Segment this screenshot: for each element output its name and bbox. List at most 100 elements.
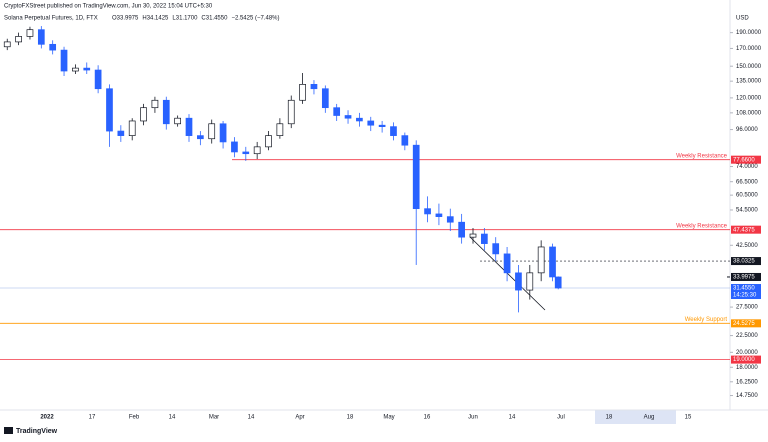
candle-body	[356, 117, 363, 122]
ohlc-stat: −2.5425 (−7.48%)	[231, 16, 279, 22]
level-tag	[731, 355, 761, 364]
x-tick-label: Jun	[468, 415, 478, 421]
level-label: 47.4375	[733, 227, 755, 233]
candle-body	[367, 120, 375, 126]
candle-body	[333, 107, 341, 116]
y-tick-label: 42.5000	[736, 243, 758, 249]
candle-body	[549, 246, 556, 278]
candle-body	[287, 99, 295, 125]
candle-body	[492, 243, 500, 255]
x-tick-label: 14	[509, 415, 516, 421]
candle-body	[231, 141, 238, 153]
candle-body	[151, 99, 159, 109]
y-tick-label: 170.0000	[736, 46, 762, 52]
ohlc-stat: L31.1700	[172, 16, 198, 22]
level-name: Weekly Resistance	[676, 223, 728, 229]
y-tick-label: 150.0000	[736, 64, 762, 70]
ohlc-stat: H34.1425	[142, 16, 169, 22]
x-tick-label: Jul	[557, 415, 565, 421]
trend-line	[469, 236, 546, 311]
marker-sublabel: 14:25:30	[733, 293, 757, 299]
candle-body	[265, 135, 272, 148]
brand: TradingView	[16, 428, 58, 435]
y-tick-label: 27.5000	[736, 305, 758, 311]
candle-body	[390, 126, 397, 136]
x-tick-label: 15	[685, 415, 692, 421]
candle-body	[242, 151, 250, 155]
candle-body	[458, 221, 465, 238]
y-tick-label: 60.5000	[736, 193, 758, 199]
marker-label: 31.4550	[733, 286, 755, 292]
level-name: Weekly Support	[685, 317, 728, 323]
y-tick-label: 108.0000	[736, 110, 762, 116]
marker-tag	[731, 272, 761, 281]
candle-body	[60, 49, 68, 72]
x-tick-label: 14	[169, 415, 176, 421]
candle-body	[208, 123, 216, 140]
y-tick-label: 190.0000	[736, 30, 762, 36]
y-tick-label: 54.5000	[736, 208, 758, 214]
candle-body	[83, 67, 91, 71]
candle-body	[276, 123, 284, 136]
candle-body	[174, 117, 181, 125]
x-tick-label: 17	[89, 415, 96, 421]
candle-body	[72, 67, 79, 72]
range-highlight	[595, 410, 676, 424]
candle-body	[537, 246, 545, 274]
candle-body	[37, 29, 45, 45]
x-tick-label: Mar	[209, 415, 219, 421]
candle-body	[310, 84, 318, 90]
candle-body	[106, 88, 113, 132]
brand-logo	[4, 427, 13, 434]
level-label: 24.5275	[733, 321, 755, 327]
candle-body	[162, 99, 170, 125]
candle-body	[219, 123, 227, 143]
x-tick-label: 2022	[40, 415, 54, 421]
level-tag	[731, 155, 761, 164]
marker-tag	[731, 284, 761, 300]
ohlc-stat: O33.9975	[112, 16, 139, 22]
candle-body	[446, 216, 454, 223]
candle-body	[344, 115, 352, 119]
y-tick-label: 16.2500	[736, 379, 758, 385]
y-tick-label: 14.7500	[736, 393, 758, 399]
y-tick-label: 66.5000	[736, 179, 758, 185]
candle-body	[469, 233, 477, 238]
candle-body	[378, 124, 386, 127]
candle-body	[128, 120, 136, 136]
chart-title: Solana Perpetual Futures, 1D, FTX	[4, 16, 98, 22]
publisher: CryptoFXStreet published on TradingView.…	[4, 4, 213, 10]
candle-body	[49, 43, 57, 51]
y-tick-label: 18.0000	[736, 365, 758, 371]
candle-body	[554, 276, 562, 289]
candle-body	[3, 41, 11, 48]
level-label: 19.0000	[733, 357, 755, 363]
candle-body	[481, 233, 488, 244]
candle-body	[117, 130, 125, 136]
candle-body	[503, 253, 511, 274]
candle-body	[321, 88, 329, 109]
level-tag	[731, 319, 761, 328]
marker-label: 33.9975	[733, 275, 755, 281]
x-tick-label: 18	[347, 415, 354, 421]
marker-tag	[731, 257, 761, 266]
candle-body	[26, 29, 34, 37]
candle-body	[15, 36, 22, 43]
level-name: Weekly Resistance	[676, 153, 728, 159]
candle-body	[185, 117, 193, 136]
candle-body	[412, 144, 420, 210]
x-tick-label: May	[383, 415, 394, 421]
level-label: 77.6600	[733, 157, 755, 163]
candle-body	[140, 107, 147, 122]
y-tick-label: 22.5000	[736, 333, 758, 339]
y-tick-label: 120.0000	[736, 95, 762, 101]
candle-body	[299, 84, 306, 101]
ohlc-stat: C31.4550	[201, 16, 228, 22]
candle-body	[94, 69, 102, 90]
level-tag	[731, 225, 761, 234]
x-tick-label: 14	[248, 415, 255, 421]
currency: USD	[736, 16, 749, 22]
x-tick-label: 16	[424, 415, 431, 421]
